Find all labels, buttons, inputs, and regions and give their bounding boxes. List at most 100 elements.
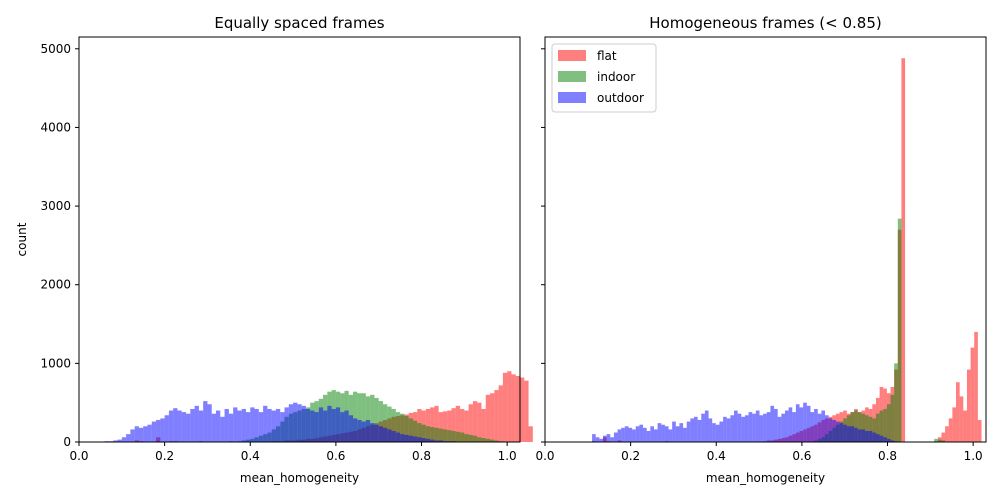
x-tick-label-3: 0.6 [792,449,811,463]
bar-outdoor-66 [387,429,392,442]
bar-indoor-78 [875,413,880,442]
bar-indoor-58 [370,394,375,442]
bar-indoor-74 [438,428,443,442]
bar-flat-84 [481,408,486,442]
bar-indoor-69 [417,423,422,442]
bar-outdoor-27 [690,418,694,442]
bar-outdoor-16 [173,408,178,442]
bar-outdoor-46 [301,405,306,442]
bar-indoor-74 [861,413,866,442]
bar-outdoor-20 [190,408,195,442]
bar-outdoor-76 [430,439,435,442]
bar-indoor-55 [357,393,362,442]
bar-outdoor-69 [400,434,405,442]
bar-outdoor-54 [788,407,793,442]
bar-indoor-73 [434,427,439,442]
bar-outdoor-72 [854,427,858,442]
bar-indoor-71 [425,426,431,442]
bar-outdoor-31 [237,410,242,442]
bar-outdoor-13 [160,418,165,442]
bar-outdoor-63 [374,424,379,442]
bar-outdoor-4 [121,437,127,442]
x-tick-label-0: 0.0 [535,449,554,463]
bar-flat-73 [434,405,439,442]
bar-indoor-94 [934,438,938,442]
bar-flat-93 [520,377,525,442]
bar-indoor-79 [879,410,884,442]
bar-outdoor-19 [661,424,665,442]
bar-flat-82 [472,401,478,442]
bar-flat-76 [447,410,452,442]
bar-flat-88 [498,385,503,442]
bar-outdoor-35 [719,421,724,442]
bar-outdoor-20 [664,426,669,442]
bar-outdoor-7 [617,429,622,442]
left-plot-frame [78,36,521,443]
bar-indoor-96 [941,440,946,442]
bar-outdoor-64 [378,426,383,442]
bar-flat-85 [485,394,491,442]
bar-outdoor-18 [657,423,662,442]
bar-indoor-72 [854,410,858,442]
bar-flat-99 [952,407,957,442]
bar-indoor-72 [430,427,435,442]
bar-indoor-62 [387,406,392,442]
bar-indoor-61 [382,404,388,442]
bar-outdoor-25 [683,427,687,442]
bar-indoor-82 [890,394,895,442]
bar-outdoor-12 [635,426,640,442]
bar-flat-106 [977,419,982,442]
bar-outdoor-16 [650,426,654,442]
bar-flat-77 [451,408,456,442]
bar-outdoor-40 [737,413,742,442]
legend: flat indoor outdoor [551,43,657,113]
bar-outdoor-55 [340,412,345,442]
bar-outdoor-70 [846,426,851,442]
bar-outdoor-71 [850,426,855,442]
bar-indoor-77 [872,418,876,442]
bar-outdoor-34 [715,424,720,442]
bar-indoor-73 [857,412,862,442]
y-tick-label-3: 3000 [40,199,71,213]
legend-label-flat: flat [597,49,617,63]
bar-outdoor-39 [271,410,276,442]
bar-outdoor-74 [861,429,866,442]
bar-outdoor-73 [857,429,862,442]
bar-outdoor-58 [353,418,358,442]
bar-outdoor-2 [113,440,118,442]
bar-outdoor-81 [886,438,891,442]
bar-flat-74 [438,412,443,442]
bar-outdoor-8 [138,427,144,442]
bar-outdoor-24 [679,423,684,442]
bar-outdoor-55 [792,412,796,442]
y-axis-label: count [15,222,29,256]
y-tick-label-1: 1000 [40,356,71,370]
bar-outdoor-36 [723,416,727,442]
bar-outdoor-11 [151,421,157,442]
bar-indoor-75 [442,429,448,442]
legend-swatch-indoor [558,71,586,82]
bar-outdoor-25 [211,413,217,442]
y-tick-label-2: 2000 [40,278,71,292]
bar-outdoor-75 [425,438,431,442]
left-chart-title: Equally spaced frames [214,14,384,32]
x-tick-label-0: 0.0 [69,449,88,463]
bar-outdoor-33 [712,423,716,442]
bar-outdoor-73 [417,437,422,442]
x-tick-label-2: 0.4 [707,449,726,463]
bar-flat-95 [528,426,533,442]
bar-indoor-84 [481,438,486,442]
bar-flat-75 [442,411,448,442]
bar-indoor-83 [477,437,482,442]
bar-outdoor-56 [795,404,800,442]
bar-outdoor-40 [275,408,281,442]
bar-flat-103 [966,369,971,442]
bar-outdoor-34 [250,407,255,442]
bar-outdoor-17 [177,410,182,442]
bar-outdoor-23 [203,401,208,442]
bar-indoor-78 [455,431,461,442]
bar-flat-94 [524,380,529,442]
bar-outdoor-36 [258,412,264,442]
bar-flat-90 [507,371,512,442]
bar-outdoor-11 [632,429,636,442]
